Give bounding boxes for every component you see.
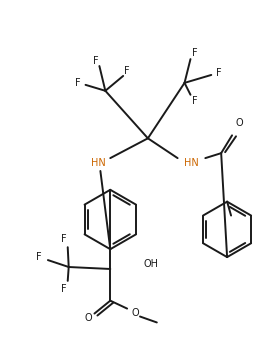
Text: F: F bbox=[61, 284, 66, 294]
Text: F: F bbox=[216, 68, 222, 78]
Text: F: F bbox=[61, 234, 66, 244]
Text: O: O bbox=[85, 313, 92, 323]
Text: HN: HN bbox=[91, 158, 106, 168]
Text: F: F bbox=[36, 252, 42, 262]
Text: O: O bbox=[131, 308, 139, 317]
Text: HN: HN bbox=[184, 158, 199, 168]
Text: F: F bbox=[192, 48, 197, 58]
Text: F: F bbox=[124, 66, 130, 76]
Text: OH: OH bbox=[144, 259, 159, 269]
Text: O: O bbox=[235, 118, 243, 128]
Text: F: F bbox=[75, 78, 80, 88]
Text: F: F bbox=[93, 56, 98, 66]
Text: F: F bbox=[192, 96, 197, 106]
